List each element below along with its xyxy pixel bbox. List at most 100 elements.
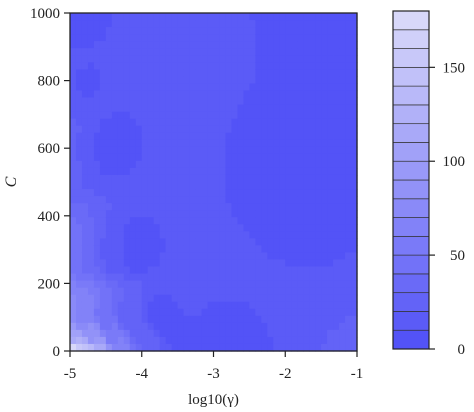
heatmap-cell <box>135 118 143 127</box>
heatmap-cell <box>99 245 107 254</box>
heatmap-cell <box>297 280 304 289</box>
heatmap-cell <box>231 132 239 141</box>
heatmap-cell <box>111 160 119 169</box>
heatmap-cell <box>231 153 239 162</box>
heatmap-cell <box>183 174 191 183</box>
heatmap-cell <box>123 182 131 190</box>
heatmap-cell <box>297 27 304 35</box>
heatmap-cell <box>291 231 298 239</box>
heatmap-cell <box>189 196 197 204</box>
heatmap-cell <box>321 245 328 254</box>
heatmap-cell <box>315 308 322 317</box>
heatmap-cell <box>351 41 358 49</box>
heatmap-cell <box>339 69 346 77</box>
heatmap-cell <box>213 132 221 141</box>
heatmap-cell <box>225 308 233 317</box>
heatmap-cell <box>321 231 328 239</box>
heatmap-cell <box>279 62 286 70</box>
heatmap-cell <box>327 153 334 162</box>
heatmap-cell <box>255 322 262 331</box>
heatmap-cell <box>213 111 221 120</box>
heatmap-cell <box>291 139 298 148</box>
heatmap-cell <box>87 27 95 35</box>
heatmap-cell <box>159 252 167 261</box>
heatmap-cell <box>75 160 83 169</box>
heatmap-cell <box>225 76 233 85</box>
heatmap-cell <box>303 315 310 324</box>
heatmap-cell <box>291 280 298 289</box>
heatmap-cell <box>147 34 155 42</box>
heatmap-cell <box>177 118 185 127</box>
heatmap-cell <box>201 189 209 197</box>
heatmap-cell <box>207 301 215 310</box>
heatmap-cell <box>93 280 101 289</box>
heatmap-cell <box>231 55 239 63</box>
heatmap-cell <box>165 217 173 225</box>
heatmap-cell <box>129 34 137 42</box>
heatmap-cell <box>255 259 262 268</box>
heatmap-cell <box>177 62 185 70</box>
heatmap-cell <box>213 210 221 218</box>
heatmap-cell <box>87 48 95 56</box>
heatmap-cell <box>303 34 310 42</box>
heatmap-cell <box>207 90 215 99</box>
heatmap-cell <box>70 273 77 282</box>
heatmap-cell <box>321 62 328 70</box>
heatmap-cell <box>207 238 215 246</box>
heatmap-cell <box>321 196 328 204</box>
heatmap-cell <box>225 153 233 162</box>
heatmap-cell <box>159 203 167 211</box>
heatmap-cell <box>135 20 143 28</box>
heatmap-cell <box>267 27 274 35</box>
heatmap-cell <box>279 167 286 176</box>
heatmap-cell <box>267 34 274 42</box>
heatmap-cell <box>195 182 203 190</box>
heatmap-cell <box>99 301 107 310</box>
heatmap-cell <box>255 329 262 338</box>
heatmap-cell <box>327 238 334 246</box>
heatmap-cell <box>189 245 197 254</box>
heatmap-cell <box>333 55 340 63</box>
heatmap-cell <box>279 76 286 85</box>
heatmap-cell <box>177 329 185 338</box>
heatmap-cell <box>321 294 328 303</box>
heatmap-cell <box>327 34 334 42</box>
heatmap-cell <box>123 308 131 317</box>
heatmap-cell <box>201 210 209 218</box>
heatmap-cell <box>207 125 215 134</box>
heatmap-cell <box>219 203 227 211</box>
heatmap-cell <box>201 55 209 63</box>
heatmap-cell <box>105 329 113 338</box>
heatmap-cell <box>165 301 173 310</box>
heatmap-cell <box>123 83 131 92</box>
heatmap-cell <box>321 252 328 261</box>
heatmap-cell <box>327 322 334 331</box>
heatmap-cell <box>333 308 340 317</box>
heatmap-cell <box>99 343 107 352</box>
heatmap-cell <box>129 167 137 176</box>
heatmap-cell <box>195 308 203 317</box>
heatmap-cell <box>105 132 113 141</box>
heatmap-cell <box>123 196 131 204</box>
heatmap-cell <box>291 125 298 134</box>
heatmap-cell <box>297 329 304 338</box>
heatmap-cell <box>243 48 250 56</box>
heatmap-cell <box>183 118 191 127</box>
heatmap-cell <box>81 308 89 317</box>
heatmap-cell <box>183 125 191 134</box>
heatmap-cell <box>93 252 101 261</box>
heatmap-cell <box>279 153 286 162</box>
heatmap-cell <box>123 104 131 113</box>
heatmap-cell <box>201 83 209 92</box>
heatmap-cell <box>237 118 244 127</box>
heatmap-cell <box>75 41 83 49</box>
heatmap-cell <box>285 231 292 239</box>
heatmap-cell <box>345 153 352 162</box>
heatmap-cell <box>153 83 161 92</box>
heatmap-cell <box>123 322 131 331</box>
heatmap-cell <box>249 301 256 310</box>
heatmap-cell <box>147 167 155 176</box>
heatmap-cell <box>309 90 316 99</box>
heatmap-cell <box>183 189 191 197</box>
